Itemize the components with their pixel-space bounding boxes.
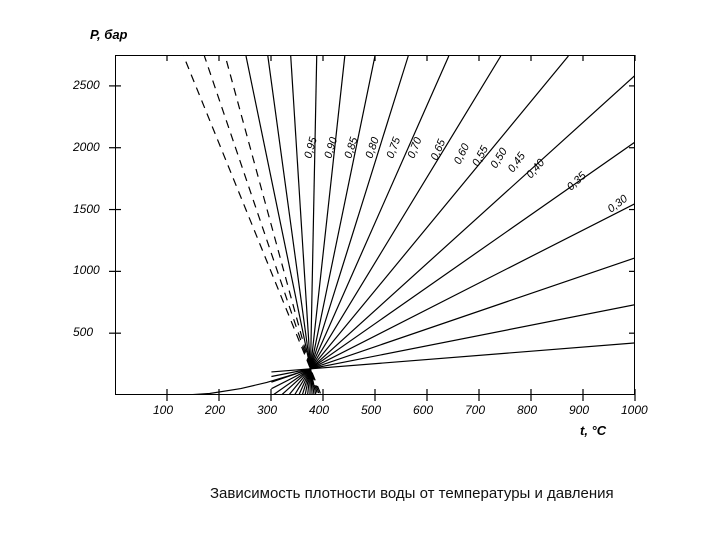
y-tick-label: 2500: [73, 78, 100, 92]
x-tick-label: 900: [569, 403, 589, 417]
x-tick-label: 100: [153, 403, 173, 417]
svg-text:0,90: 0,90: [322, 135, 340, 160]
x-tick-label: 1000: [621, 403, 648, 417]
y-tick-label: 1000: [73, 263, 100, 277]
x-tick-label: 600: [413, 403, 433, 417]
y-tick-label: 2000: [73, 140, 100, 154]
x-tick-label: 300: [257, 403, 277, 417]
chart-caption: Зависимость плотности воды от температур…: [210, 485, 650, 502]
plot-area: 0,950,900,850,800,750,700,650,600,550,50…: [115, 55, 635, 395]
pressure-temperature-density-chart: Р, бар t, °C 0,950,900,850,800,750,700,6…: [60, 25, 650, 445]
y-tick-label: 1500: [73, 202, 100, 216]
x-tick-label: 400: [309, 403, 329, 417]
x-tick-label: 800: [517, 403, 537, 417]
x-tick-label: 700: [465, 403, 485, 417]
plot-svg: 0,950,900,850,800,750,700,650,600,550,50…: [116, 56, 635, 395]
x-tick-label: 200: [205, 403, 225, 417]
y-axis-label: Р, бар: [90, 27, 128, 42]
y-tick-label: 500: [73, 325, 93, 339]
x-axis-label: t, °C: [580, 423, 606, 438]
svg-text:0,95: 0,95: [302, 135, 320, 160]
x-tick-label: 500: [361, 403, 381, 417]
